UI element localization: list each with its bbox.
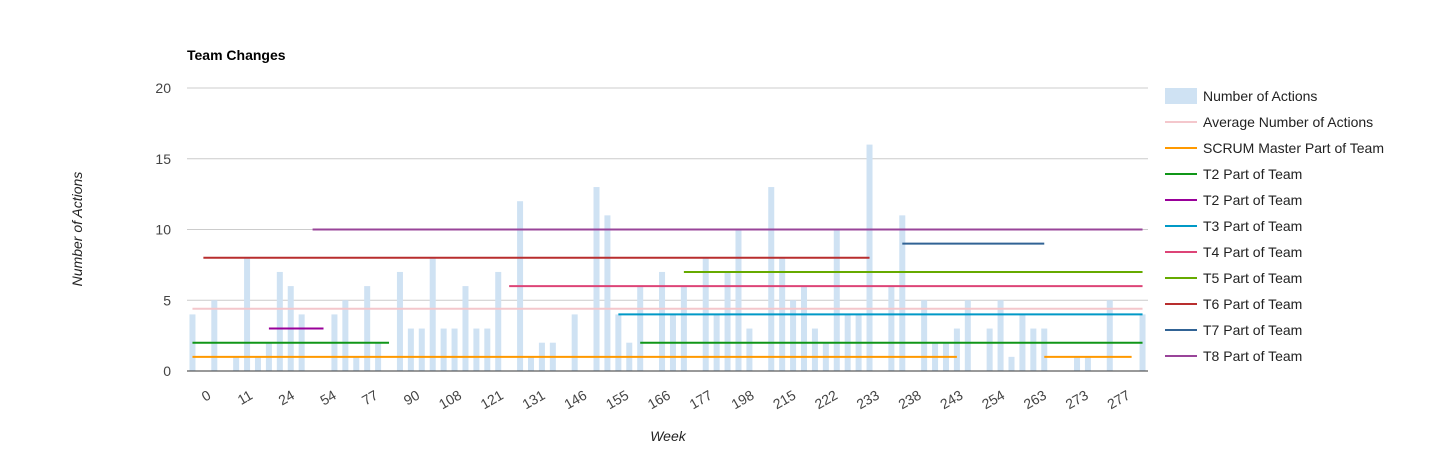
chart-title: Team Changes (187, 47, 286, 63)
bar (1106, 300, 1113, 371)
bar (342, 300, 349, 371)
line-series (192, 228, 1143, 358)
bar (790, 300, 797, 371)
bar (571, 314, 578, 371)
bar (527, 356, 534, 371)
legend-label: T6 Part of Team (1203, 296, 1302, 312)
x-tick-label: 54 (317, 387, 339, 409)
bar (604, 215, 611, 371)
bar (921, 300, 928, 371)
bar (1074, 356, 1081, 371)
x-axis-title: Week (650, 428, 687, 444)
bar (724, 271, 731, 371)
bar (801, 286, 808, 371)
legend-label: Average Number of Actions (1203, 114, 1373, 130)
x-tick-label: 11 (235, 387, 256, 408)
bar (1030, 328, 1037, 371)
gridlines (187, 87, 1148, 301)
bar (451, 328, 458, 371)
x-tick-label: 254 (979, 387, 1007, 413)
bar (495, 271, 502, 371)
bar (396, 271, 403, 371)
y-axis-title: Number of Actions (69, 172, 85, 287)
legend: Number of Actions Average Number of Actio… (1165, 88, 1384, 364)
bar (593, 187, 600, 371)
bar (353, 356, 360, 371)
legend-label: T3 Part of Team (1203, 218, 1302, 234)
bar (462, 286, 469, 371)
bar (888, 286, 895, 371)
legend-label: T2 Part of Team (1203, 192, 1302, 208)
bar (659, 271, 666, 371)
x-tick-label: 166 (645, 387, 673, 413)
bar (953, 328, 960, 371)
bar (211, 300, 218, 371)
legend-label: T7 Part of Team (1203, 322, 1302, 338)
y-tick-label: 10 (155, 222, 171, 238)
bar (637, 286, 644, 371)
x-tick-label: 0 (199, 387, 214, 405)
bar (440, 328, 447, 371)
x-tick-label: 24 (275, 387, 297, 409)
x-tick-label: 108 (436, 387, 464, 413)
y-tick-label: 0 (163, 363, 171, 379)
x-tick-label: 222 (812, 387, 840, 413)
bar (364, 286, 371, 371)
legend-label: T5 Part of Team (1203, 270, 1302, 286)
x-tick-label: 273 (1063, 387, 1091, 413)
bar (233, 356, 240, 371)
bar (735, 229, 742, 371)
y-tick-label: 5 (163, 292, 171, 308)
x-axis-ticks: 0 11 24 54 77 90 108 121 131 146 155 166 177 198 215 22… (199, 387, 1133, 413)
bar (986, 328, 993, 371)
legend-label: SCRUM Master Part of Team (1203, 140, 1384, 156)
x-tick-label: 263 (1021, 387, 1049, 413)
bar (1084, 356, 1091, 371)
y-axis-ticks: 0 5 10 15 20 (155, 80, 171, 379)
bar (429, 257, 436, 371)
x-tick-label: 77 (359, 387, 381, 409)
legend-label: Number of Actions (1203, 88, 1317, 104)
bar (418, 328, 425, 371)
bar (244, 257, 251, 371)
bar (899, 215, 906, 371)
bar (768, 187, 775, 371)
legend-label: T4 Part of Team (1203, 244, 1302, 260)
x-tick-label: 90 (401, 387, 423, 409)
x-tick-label: 131 (519, 387, 547, 413)
x-tick-label: 277 (1104, 387, 1132, 413)
x-tick-label: 215 (770, 387, 798, 413)
bar (680, 286, 687, 371)
bar (276, 271, 283, 371)
bar (473, 328, 480, 371)
bar (1008, 356, 1015, 371)
x-tick-label: 155 (603, 387, 631, 413)
bar (615, 314, 622, 371)
bar (997, 300, 1004, 371)
legend-swatch (1165, 88, 1197, 104)
bar (811, 328, 818, 371)
bar (254, 356, 261, 371)
x-tick-label: 177 (687, 387, 715, 413)
legend-label: T2 Part of Team (1203, 166, 1302, 182)
legend-label: T8 Part of Team (1203, 348, 1302, 364)
x-tick-label: 233 (854, 387, 882, 413)
x-tick-label: 146 (561, 387, 589, 413)
bar (484, 328, 491, 371)
bar (407, 328, 414, 371)
y-tick-label: 20 (155, 80, 171, 96)
bar (833, 229, 840, 371)
x-tick-label: 243 (937, 387, 965, 413)
y-tick-label: 15 (155, 151, 171, 167)
x-tick-label: 121 (478, 387, 506, 413)
bar (1041, 328, 1048, 371)
bar (746, 328, 753, 371)
x-tick-label: 198 (728, 387, 756, 413)
x-tick-label: 238 (895, 387, 923, 413)
bar (964, 300, 971, 371)
